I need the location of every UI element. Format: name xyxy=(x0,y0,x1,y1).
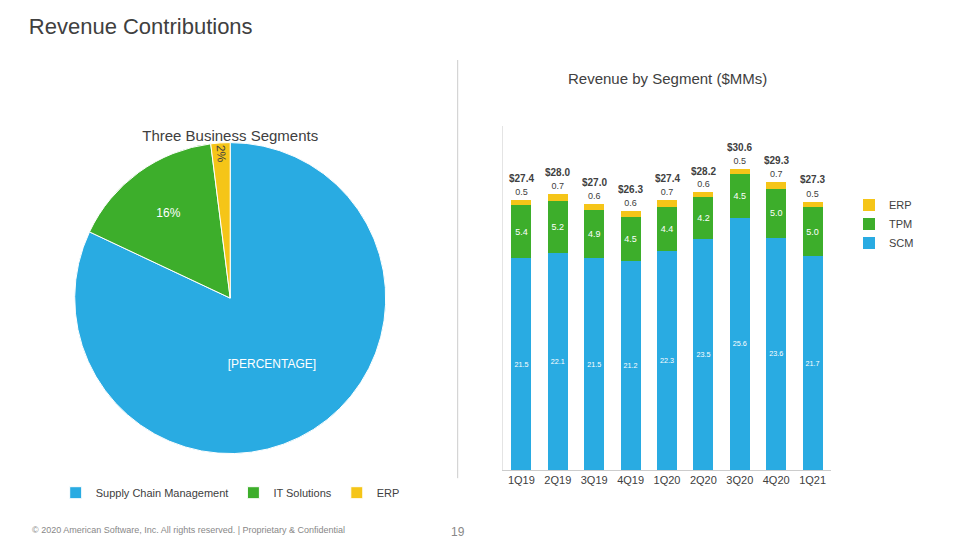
svg-text:$27.0: $27.0 xyxy=(582,177,607,188)
svg-text:23.6: 23.6 xyxy=(769,349,783,358)
svg-text:2Q20: 2Q20 xyxy=(690,474,717,486)
svg-text:$27.4: $27.4 xyxy=(655,173,680,184)
svg-text:Revenue Contributions: Revenue Contributions xyxy=(29,14,253,39)
svg-text:Supply Chain Management: Supply Chain Management xyxy=(96,487,229,499)
svg-text:0.7: 0.7 xyxy=(770,169,783,179)
svg-text:4.5: 4.5 xyxy=(624,234,637,244)
svg-text:16%: 16% xyxy=(156,206,180,220)
svg-text:$28.0: $28.0 xyxy=(545,167,570,178)
svg-text:4Q20: 4Q20 xyxy=(763,474,790,486)
svg-text:4.4: 4.4 xyxy=(661,224,674,234)
svg-text:4.9: 4.9 xyxy=(588,229,601,239)
svg-text:21.7: 21.7 xyxy=(806,359,820,368)
svg-text:22.3: 22.3 xyxy=(660,356,674,365)
svg-text:2%: 2% xyxy=(214,144,229,163)
svg-text:4.2: 4.2 xyxy=(697,213,710,223)
svg-text:Revenue by Segment ($MMs): Revenue by Segment ($MMs) xyxy=(568,70,767,87)
svg-text:TPM: TPM xyxy=(889,218,912,230)
svg-text:23.5: 23.5 xyxy=(696,350,710,359)
svg-text:$26.3: $26.3 xyxy=(618,184,643,195)
svg-text:$29.3: $29.3 xyxy=(764,155,789,166)
svg-text:5.0: 5.0 xyxy=(770,208,783,218)
svg-text:4.5: 4.5 xyxy=(734,191,747,201)
svg-text:$30.6: $30.6 xyxy=(727,142,752,153)
svg-text:[PERCENTAGE]: [PERCENTAGE] xyxy=(228,357,316,371)
svg-text:ERP: ERP xyxy=(889,199,912,211)
svg-text:© 2020 American Software, Inc.: © 2020 American Software, Inc. All right… xyxy=(32,525,345,535)
svg-text:21.2: 21.2 xyxy=(624,361,638,370)
svg-text:21.5: 21.5 xyxy=(514,360,528,369)
svg-text:4Q19: 4Q19 xyxy=(617,474,644,486)
svg-text:0.6: 0.6 xyxy=(697,179,710,189)
svg-text:22.1: 22.1 xyxy=(551,357,565,366)
svg-text:5.0: 5.0 xyxy=(806,227,819,237)
svg-text:SCM: SCM xyxy=(889,237,913,249)
svg-text:5.4: 5.4 xyxy=(515,227,528,237)
svg-text:$27.3: $27.3 xyxy=(800,174,825,185)
svg-text:19: 19 xyxy=(451,525,465,539)
svg-text:1Q20: 1Q20 xyxy=(654,474,681,486)
svg-text:3Q19: 3Q19 xyxy=(581,474,608,486)
svg-text:IT Solutions: IT Solutions xyxy=(273,487,331,499)
svg-text:0.7: 0.7 xyxy=(552,181,565,191)
svg-text:0.6: 0.6 xyxy=(624,198,637,208)
svg-text:0.7: 0.7 xyxy=(661,187,674,197)
svg-text:Three Business Segments: Three Business Segments xyxy=(142,127,318,144)
svg-text:ERP: ERP xyxy=(377,487,400,499)
svg-text:5.2: 5.2 xyxy=(552,222,565,232)
svg-text:0.5: 0.5 xyxy=(806,189,819,199)
svg-text:21.5: 21.5 xyxy=(587,360,601,369)
svg-text:0.5: 0.5 xyxy=(734,156,747,166)
svg-text:2Q19: 2Q19 xyxy=(544,474,571,486)
svg-text:3Q20: 3Q20 xyxy=(726,474,753,486)
svg-text:1Q21: 1Q21 xyxy=(799,474,826,486)
svg-text:25.6: 25.6 xyxy=(733,339,747,348)
svg-text:1Q19: 1Q19 xyxy=(508,474,535,486)
svg-text:$27.4: $27.4 xyxy=(509,173,534,184)
svg-text:$28.2: $28.2 xyxy=(691,166,716,177)
svg-text:0.5: 0.5 xyxy=(515,187,528,197)
svg-text:0.6: 0.6 xyxy=(588,191,601,201)
